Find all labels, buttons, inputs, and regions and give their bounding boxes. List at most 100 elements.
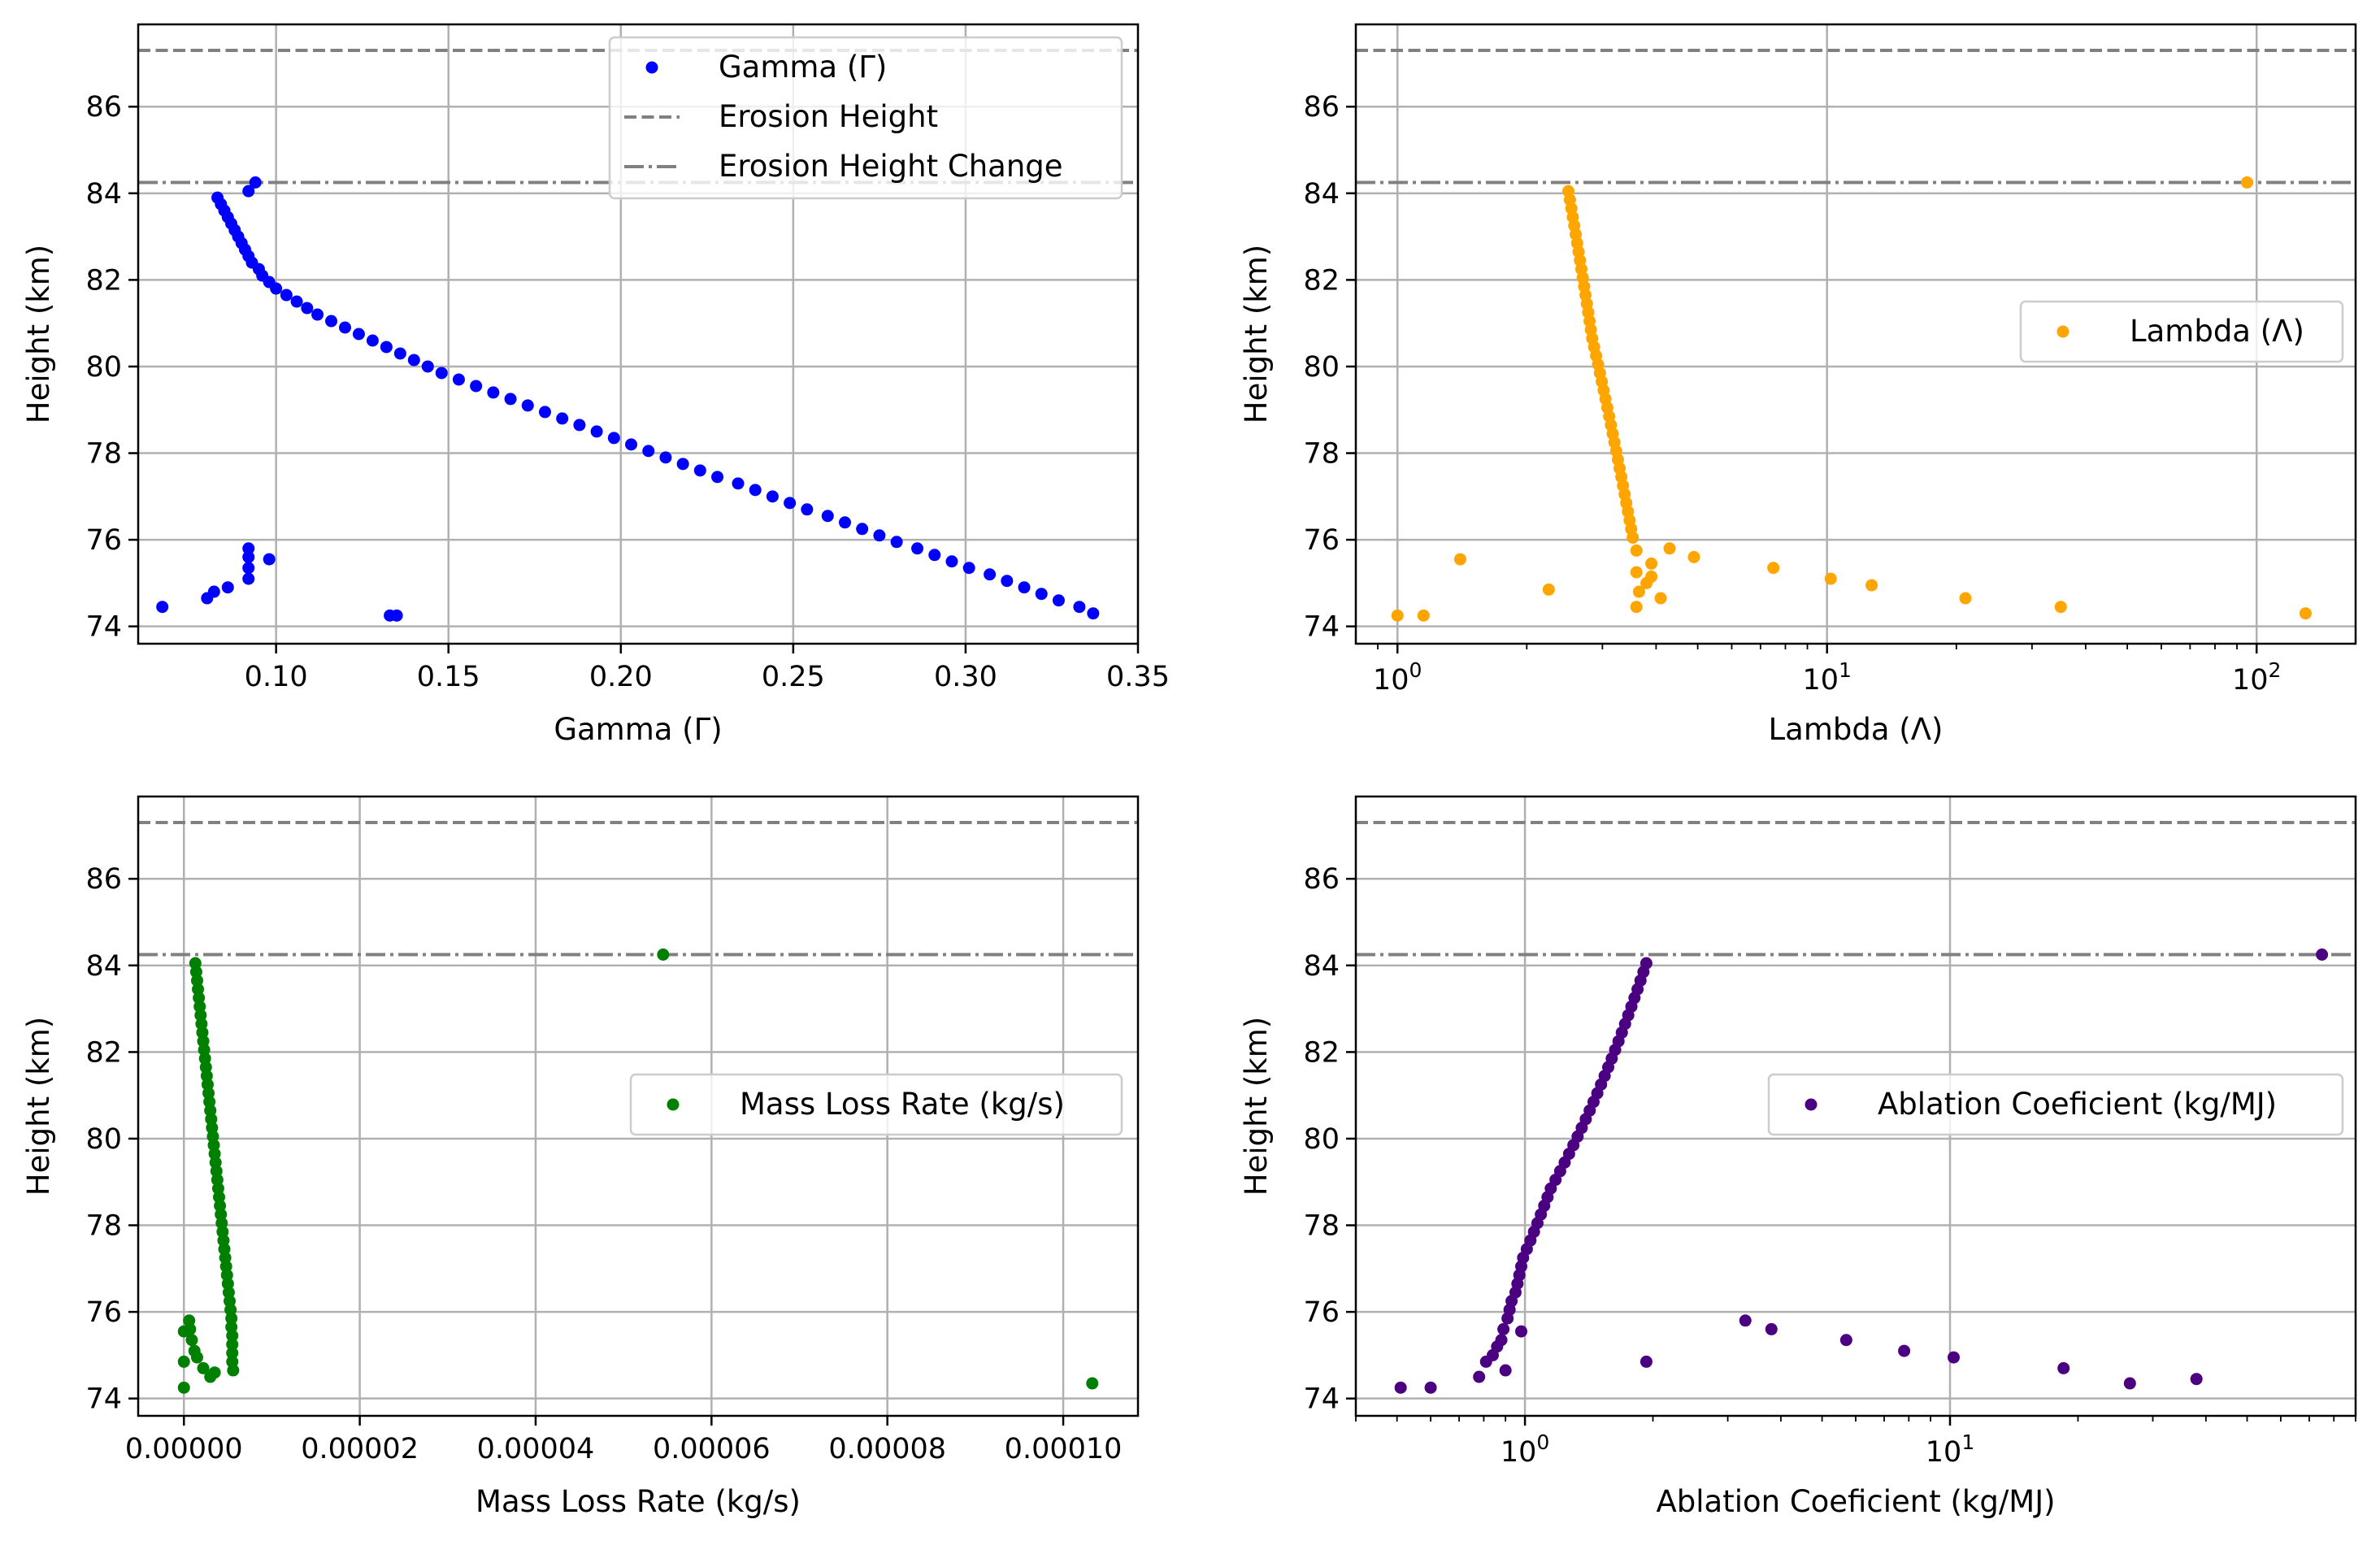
data-point [1640, 1355, 1653, 1368]
data-point [784, 497, 797, 510]
y-tick-label: 76 [1303, 524, 1340, 557]
legend-label: Lambda (Λ) [2130, 314, 2304, 349]
data-point [625, 438, 638, 451]
plot-frame [1354, 23, 2357, 645]
data-point [676, 458, 689, 471]
y-axis-label: Height (km) [1239, 245, 1274, 423]
data-point [1898, 1344, 1911, 1357]
data-point [338, 321, 351, 334]
data-point [1073, 601, 1086, 614]
legend: Mass Loss Rate (kg/s) [629, 1073, 1123, 1136]
y-tick-label: 78 [1303, 438, 1340, 471]
y-axis-label: Height (km) [21, 245, 56, 423]
data-point [249, 176, 262, 189]
x-axis-label: Ablation Coeficient (kg/MJ) [1656, 1484, 2055, 1519]
data-point [227, 1364, 240, 1377]
x-tick-label: 0.00000 [125, 1433, 243, 1465]
y-tick-label: 76 [1303, 1296, 1340, 1329]
data-point [821, 510, 834, 523]
x-tick-label: 0.30 [934, 661, 997, 693]
plot-frame [137, 795, 1140, 1417]
y-tick-label: 80 [85, 351, 122, 384]
data-point [311, 308, 324, 321]
data-point [185, 1334, 198, 1347]
data-point [184, 1322, 197, 1335]
data-point [711, 471, 724, 484]
data-point [801, 503, 814, 516]
legend-box [1767, 1073, 2344, 1136]
data-point [928, 549, 941, 562]
data-point [1687, 550, 1700, 563]
y-tick-label: 78 [1303, 1210, 1340, 1243]
x-tick-label: 0.10 [245, 661, 308, 693]
x-tick-label: 0.00002 [301, 1433, 419, 1465]
y-tick-label: 80 [85, 1123, 122, 1156]
data-point [1630, 601, 1643, 614]
y-tick-label: 84 [85, 178, 122, 211]
data-point [1497, 1322, 1510, 1335]
data-point [1739, 1314, 1752, 1327]
y-tick-label: 76 [85, 524, 122, 557]
data-point [838, 516, 851, 529]
chart-panel-massloss: 74 76 78 80 82 84 86 0.00000 0.00002 0.00004 0.000… [21, 795, 1140, 1519]
legend-box [2019, 300, 2344, 363]
legend-marker [645, 61, 658, 74]
legend: Ablation Coeficient (kg/MJ) [1767, 1073, 2344, 1136]
data-points [177, 948, 1099, 1394]
data-point [2316, 948, 2329, 961]
legend: Gamma (Γ) Erosion Height Erosion Height Ch… [608, 36, 1123, 200]
y-tick-label: 80 [1303, 351, 1340, 384]
x-axis-label: Gamma (Γ) [554, 712, 722, 747]
data-point [407, 354, 420, 367]
legend-label: Erosion Height Change [719, 149, 1063, 184]
data-point [380, 341, 393, 354]
data-point [352, 328, 365, 341]
x-tick-label: 0.20 [589, 661, 653, 693]
x-tick-label: 0.35 [1106, 661, 1170, 693]
data-point [538, 406, 551, 419]
data-point [1479, 1355, 1492, 1368]
legend-box [608, 36, 1123, 200]
data-point [301, 302, 314, 315]
x-tick-label: 0.00004 [477, 1433, 595, 1465]
data-point [325, 315, 338, 328]
data-point [1453, 553, 1466, 566]
data-points [1394, 948, 2329, 1394]
data-point [1473, 1370, 1486, 1383]
x-tick-label: 0.15 [417, 661, 480, 693]
legend-marker [667, 1098, 680, 1111]
data-point [556, 412, 569, 425]
y-tick-label: 86 [85, 91, 122, 124]
data-point [225, 1312, 238, 1325]
data-point [366, 334, 379, 347]
data-point [2240, 176, 2253, 189]
y-tick-label: 78 [85, 438, 122, 471]
data-point [1391, 609, 1404, 622]
data-point [2123, 1377, 2136, 1390]
data-point [962, 562, 975, 575]
data-point [280, 289, 293, 302]
data-point [156, 601, 169, 614]
legend-marker [2056, 325, 2069, 338]
data-point [1086, 1377, 1099, 1390]
data-point [890, 536, 903, 549]
data-point [573, 419, 586, 432]
data-point [856, 523, 869, 536]
x-tick-label: 100 [1373, 658, 1422, 697]
data-point [208, 1366, 221, 1379]
data-point [177, 1355, 190, 1368]
grid [1356, 797, 2356, 1416]
data-point [226, 1347, 239, 1360]
data-point [393, 347, 406, 360]
y-axis-label: Height (km) [21, 1017, 56, 1196]
x-tick-label: 102 [2232, 658, 2281, 697]
data-point [1632, 585, 1645, 598]
data-point [766, 490, 779, 503]
y-tick-label: 84 [1303, 178, 1340, 211]
y-tick-label: 86 [1303, 91, 1340, 124]
data-point [2054, 601, 2067, 614]
data-point [1052, 594, 1065, 607]
x-axis-label: Lambda (Λ) [1769, 712, 1944, 747]
data-point [945, 555, 958, 568]
data-point [1654, 592, 1667, 605]
